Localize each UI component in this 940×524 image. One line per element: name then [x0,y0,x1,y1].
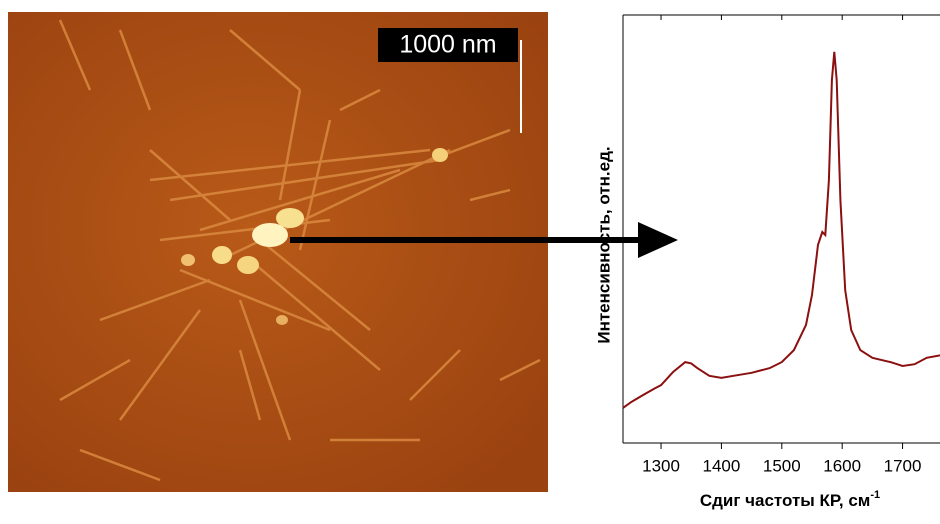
x-tick-label: 1400 [703,456,741,475]
x-axis-label-sup: -1 [870,489,880,501]
arrow [290,222,678,258]
x-tick-label: 1600 [823,456,861,475]
x-axis-label: Сдиг частоты КР, см-1 [700,489,880,511]
y-axis-label: Интенсивность, отн.ед. [594,146,613,343]
scale-bar-label: 1000 nm [399,31,496,59]
x-tick-label: 1300 [642,456,680,475]
afm-image: 1000 nm [8,12,548,492]
spectrum-line [622,51,940,409]
x-axis-label-text: Сдиг частоты КР, см [700,491,871,510]
x-tick-label: 1500 [763,456,801,475]
x-tick-label: 1700 [884,456,922,475]
